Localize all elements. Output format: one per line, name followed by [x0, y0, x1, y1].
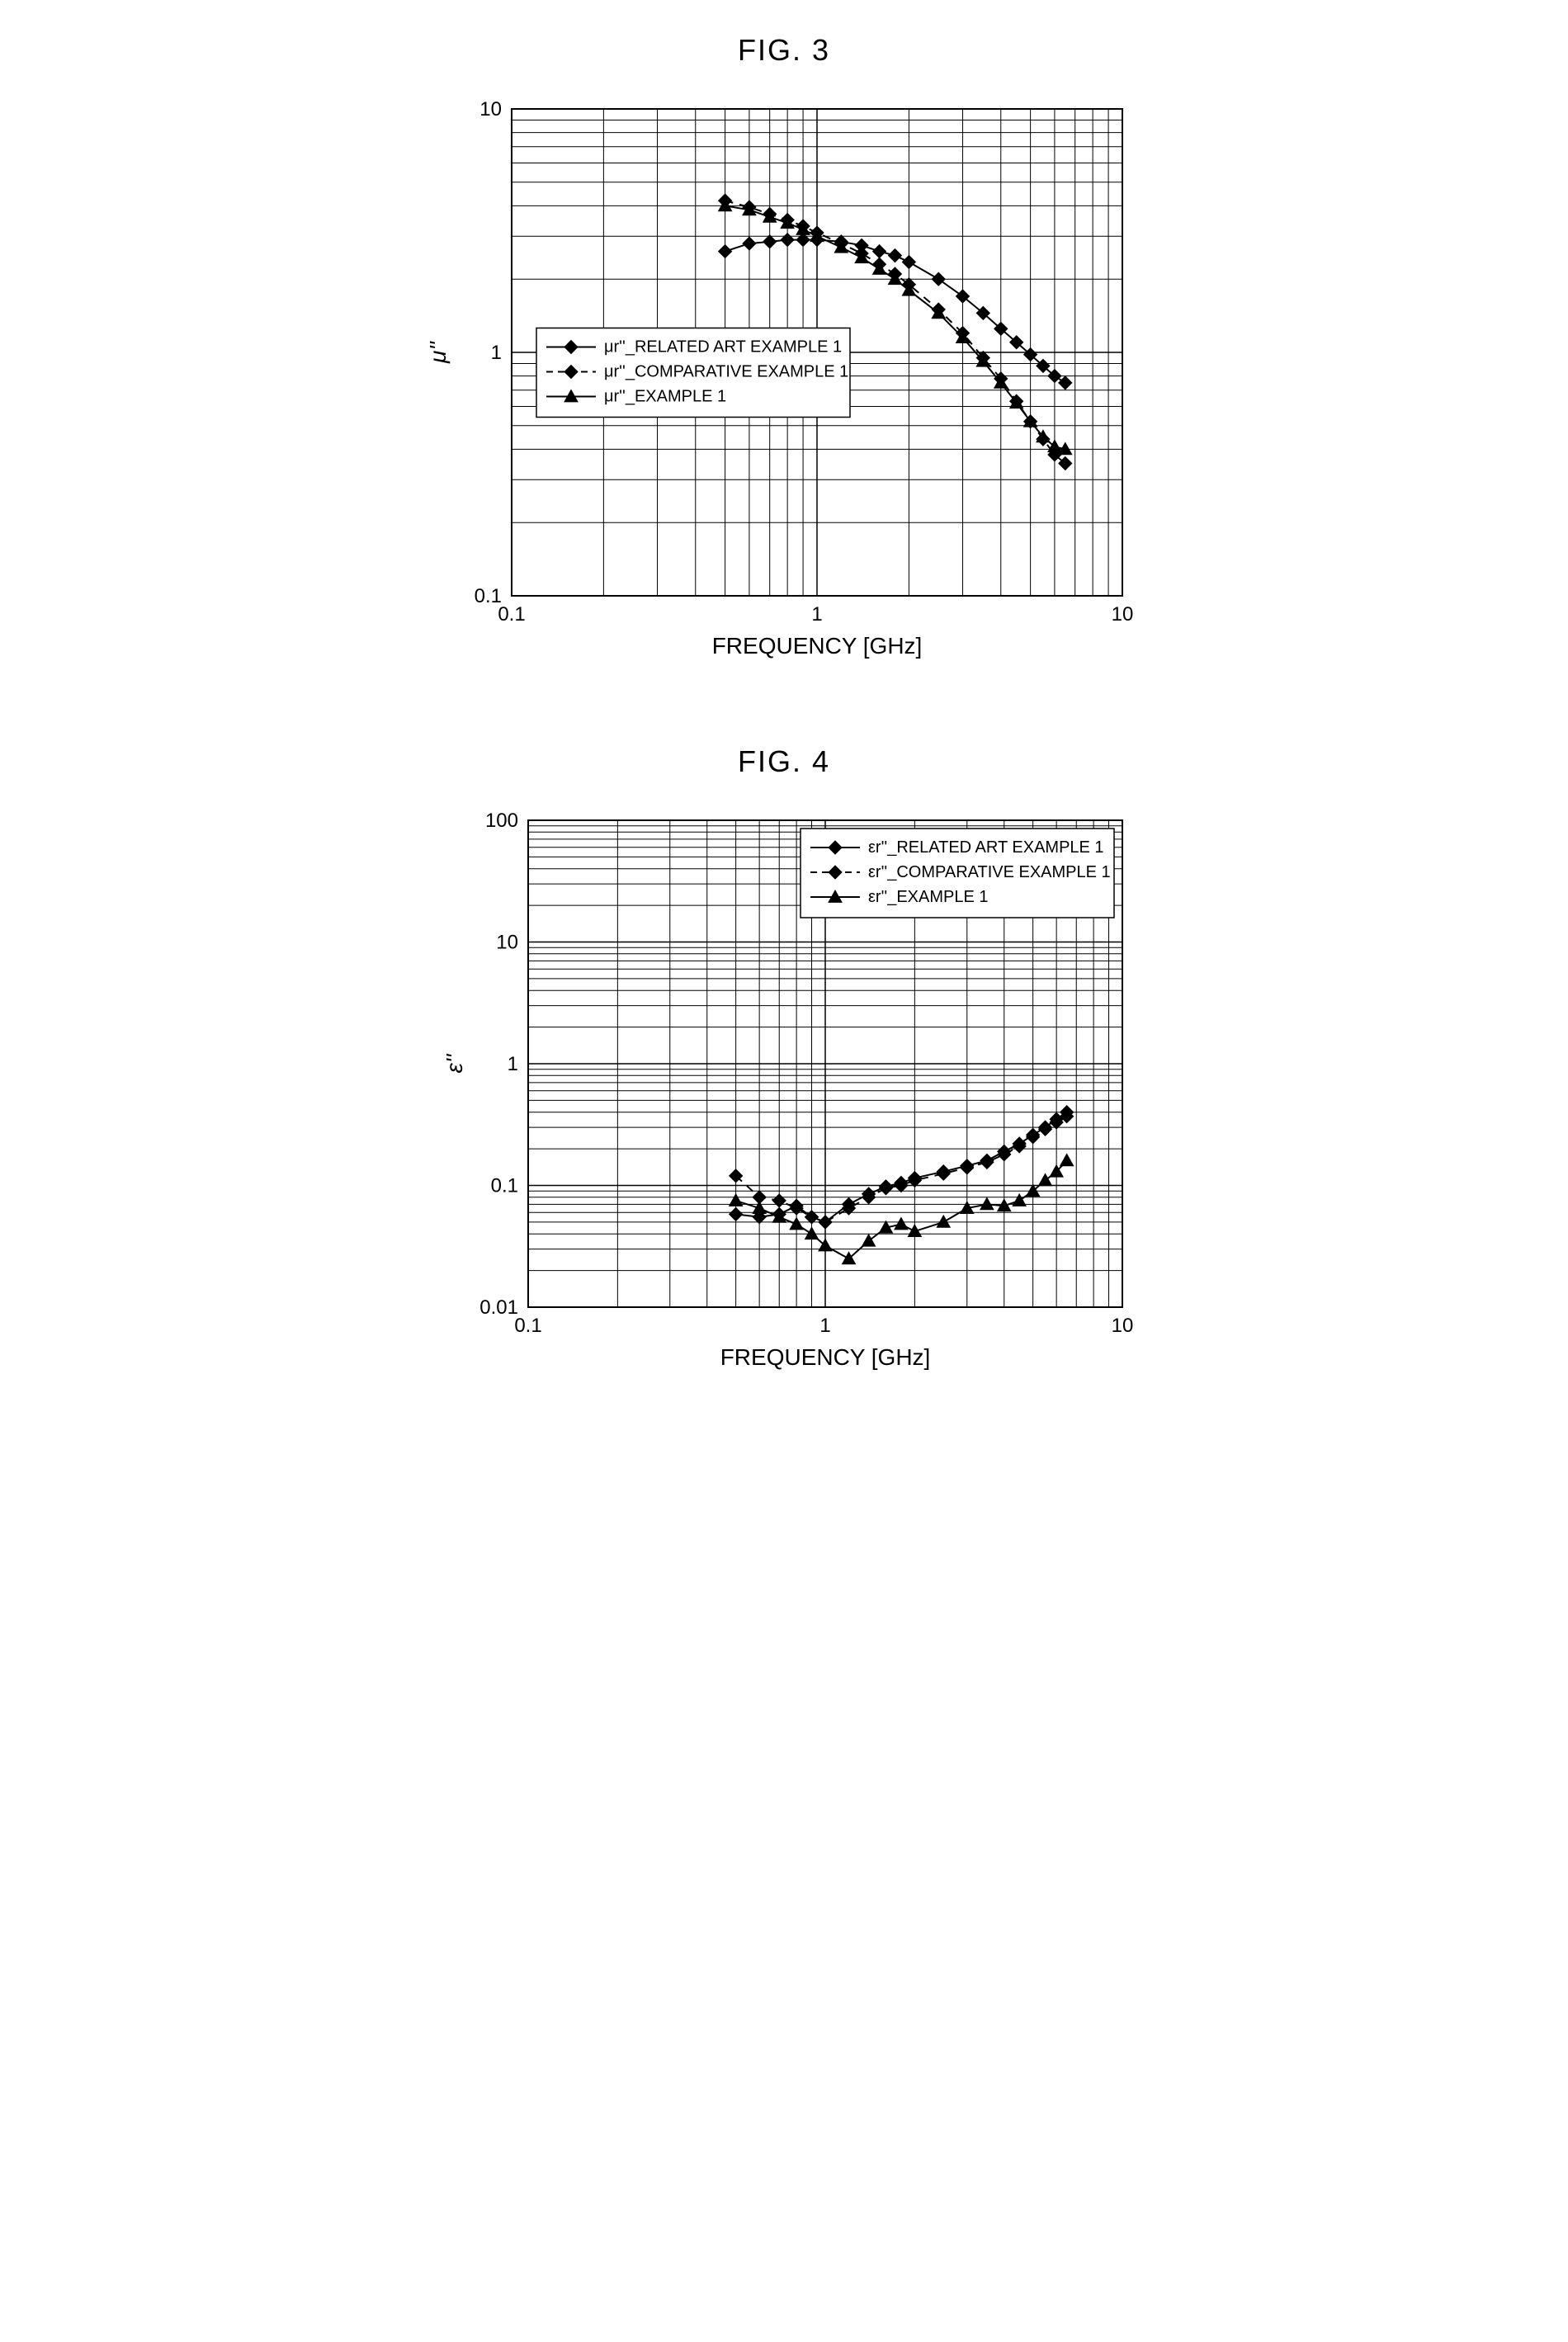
svg-text:100: 100 [485, 810, 518, 832]
svg-text:ε'': ε'' [442, 1053, 467, 1074]
figure-4-title: FIG. 4 [738, 744, 830, 779]
figure-3-chart: 0.1 1 10 0.1 1 10 FREQUENCY [GHz] μ'' μr''_RELAT… [413, 84, 1155, 678]
svg-text:μ'': μ'' [425, 340, 451, 364]
svg-text:μr''_COMPARATIVE EXAMPLE 1: μr''_COMPARATIVE EXAMPLE 1 [604, 363, 848, 381]
figure-3-title: FIG. 3 [738, 33, 830, 68]
svg-text:1: 1 [508, 1053, 518, 1075]
svg-text:0.1: 0.1 [475, 585, 502, 607]
svg-text:εr''_EXAMPLE 1: εr''_EXAMPLE 1 [868, 888, 989, 906]
svg-text:10: 10 [479, 98, 502, 120]
svg-text:0.01: 0.01 [479, 1296, 518, 1319]
svg-text:1: 1 [819, 1315, 830, 1337]
figure-4-chart: 0.11100.010.1110100FREQUENCY [GHz]ε''εr'… [413, 796, 1155, 1390]
svg-text:μr''_RELATED ART EXAMPLE 1: μr''_RELATED ART EXAMPLE 1 [604, 338, 842, 356]
svg-text:0.1: 0.1 [498, 603, 525, 626]
svg-text:10: 10 [496, 932, 518, 954]
svg-text:1: 1 [811, 603, 822, 626]
svg-text:μr''_EXAMPLE 1: μr''_EXAMPLE 1 [604, 388, 726, 406]
svg-text:εr''_RELATED ART EXAMPLE 1: εr''_RELATED ART EXAMPLE 1 [868, 838, 1104, 857]
svg-text:FREQUENCY [GHz]: FREQUENCY [GHz] [720, 1344, 931, 1370]
svg-text:0.1: 0.1 [514, 1315, 541, 1337]
svg-text:εr''_COMPARATIVE EXAMPLE 1: εr''_COMPARATIVE EXAMPLE 1 [868, 863, 1111, 881]
svg-text:0.1: 0.1 [491, 1175, 518, 1197]
figure-4-container: FIG. 4 0.11100.010.1110100FREQUENCY [GHz… [413, 744, 1155, 1390]
svg-text:1: 1 [491, 342, 502, 364]
svg-text:10: 10 [1112, 603, 1134, 626]
svg-text:10: 10 [1112, 1315, 1134, 1337]
figure-3-container: FIG. 3 0.1 1 10 0.1 1 10 FREQUENCY [GHz] μ'' μr'… [413, 33, 1155, 678]
svg-text:FREQUENCY [GHz]: FREQUENCY [GHz] [712, 633, 923, 659]
